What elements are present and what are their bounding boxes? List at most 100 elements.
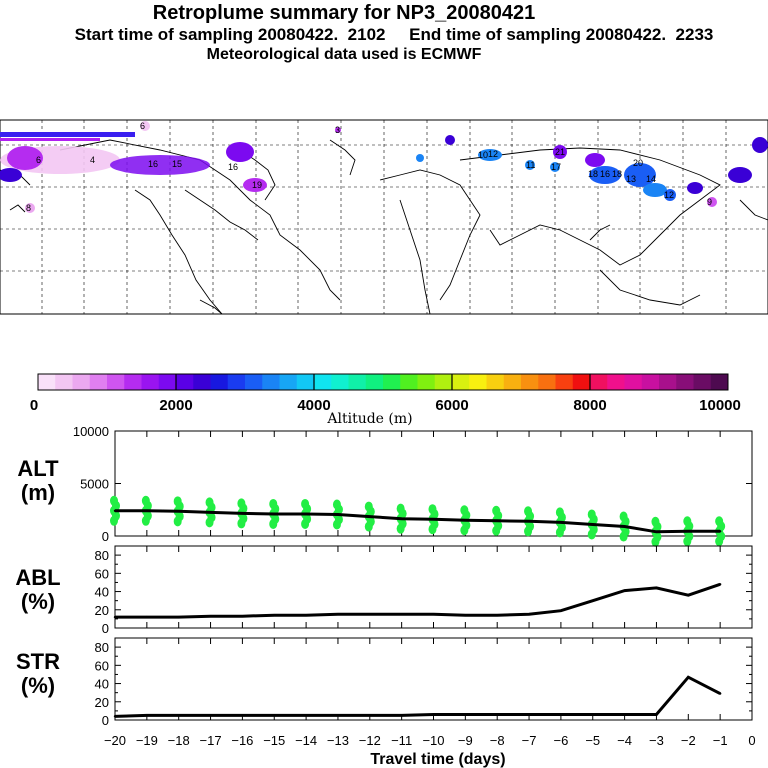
colorbar-cell — [555, 374, 574, 390]
x-tick-label: −17 — [200, 733, 222, 748]
colorbar-cell — [503, 374, 522, 390]
str-point — [496, 713, 499, 716]
y-tick-label: 80 — [95, 640, 109, 655]
plume-cluster-greenland — [226, 142, 254, 162]
x-tick-label: −18 — [168, 733, 190, 748]
plume-cluster-far-west — [0, 168, 22, 182]
plume-cluster-siberia — [478, 149, 502, 161]
colorbar-cell — [659, 374, 677, 390]
colorbar-cell — [262, 374, 280, 390]
plume-cluster-alaska — [7, 146, 43, 170]
plume-cluster-america — [110, 155, 210, 175]
colorbar-cell — [469, 374, 487, 390]
plume-label: 16 — [148, 159, 158, 169]
alt-point — [113, 509, 117, 512]
str-point — [623, 713, 626, 716]
plume-label: 11 — [526, 160, 535, 170]
alt-particle — [301, 518, 310, 529]
plume-track-top — [0, 132, 135, 137]
time-series-panels: 1000050000ALT(m)806040200ABL(%)806040200… — [15, 424, 753, 728]
colorbar-dividers — [175, 374, 591, 390]
panel-str: 80 60 40 20 0 STR(%) — [16, 637, 753, 728]
colorbar-cell — [141, 374, 160, 390]
panel-alt: 10000 5000 0 ALT(m) — [17, 424, 753, 547]
x-tick-label: −5 — [585, 733, 600, 748]
panel-unit: (%) — [21, 673, 55, 698]
colorbar-cell — [89, 374, 108, 390]
abl-point — [113, 615, 117, 619]
world-map: 6 4 16 15 16 6 8 19 10 12 11 17 21 18 16… — [0, 119, 768, 315]
plume-dot-1 — [445, 135, 455, 145]
x-tick-label: −3 — [649, 733, 664, 748]
x-tick-label: −11 — [391, 733, 412, 748]
colorbar-cell — [590, 374, 608, 390]
alt-point — [273, 512, 276, 516]
str-point — [273, 714, 276, 717]
alt-point — [209, 511, 212, 514]
alt-particle — [173, 516, 182, 527]
plume-label: 3 — [335, 125, 340, 135]
plume-label: 14 — [646, 174, 656, 184]
abl-point — [209, 614, 212, 618]
colorbar-cell — [434, 374, 453, 390]
alt-point — [336, 513, 340, 516]
str-point — [177, 714, 180, 717]
plume-label: 16 — [228, 162, 238, 172]
alt-point — [527, 520, 531, 523]
str-point — [400, 714, 403, 717]
panel-label: ALT — [17, 456, 59, 481]
plume-label: 8 — [26, 203, 31, 213]
colorbar-cell — [158, 374, 177, 390]
abl-point — [273, 614, 276, 617]
str-point — [209, 714, 212, 717]
str-point — [113, 715, 117, 718]
alt-particle — [141, 515, 150, 526]
y-tick-label: 60 — [95, 566, 109, 581]
abl-point — [432, 613, 435, 616]
plume-cluster-labrador — [243, 178, 267, 192]
colorbar-cell — [452, 374, 470, 390]
colorbar-cell — [331, 374, 349, 390]
plume-label: 13 — [626, 174, 636, 184]
x-tick-label: −16 — [231, 733, 253, 748]
abl-point — [496, 614, 499, 617]
str-point — [368, 714, 371, 717]
alt-particle — [555, 527, 564, 538]
x-axis-label: Travel time (days) — [370, 751, 505, 768]
abl-point — [687, 594, 690, 597]
x-tick-label: −20 — [104, 733, 126, 748]
plume-dot-5 — [553, 145, 567, 159]
abl-point — [400, 613, 403, 616]
y-tick-label: 40 — [95, 585, 109, 600]
plume-cluster-east-1 — [585, 153, 605, 167]
colorbar-tick: 4000 — [297, 397, 330, 414]
colorbar-cell — [314, 374, 332, 390]
plume-dot-8 — [25, 203, 35, 213]
colorbar-cell — [624, 374, 643, 390]
alt-particle — [492, 525, 501, 536]
plume-label: 18 — [588, 169, 598, 179]
panel-label: STR — [16, 649, 60, 674]
colorbar-cell — [296, 374, 315, 390]
plume-tracks — [0, 121, 768, 213]
colorbar-cell — [417, 374, 436, 390]
met-data-note: Meteorological data used is ECMWF — [206, 46, 482, 63]
plume-dot-9 — [707, 197, 717, 207]
colorbar-label: Altitude (m) — [326, 411, 412, 427]
alt-point — [177, 510, 180, 513]
altitude-colorbar: 0 2000 4000 6000 8000 10000 Altitude (m) — [30, 373, 741, 427]
colorbar-tick: 6000 — [435, 397, 468, 414]
y-tick-label: 20 — [95, 695, 109, 710]
abl-point — [241, 614, 244, 618]
alt-particle — [428, 524, 437, 535]
colorbar-cells — [38, 374, 729, 390]
x-tick-label: −13 — [327, 733, 349, 748]
colorbar-cell — [607, 374, 625, 390]
alt-particle — [651, 536, 660, 547]
colorbar-cell — [693, 374, 712, 390]
plume-track-top-2 — [0, 138, 100, 141]
y-tick-label: 60 — [95, 658, 109, 673]
plume-cluster-east-2 — [589, 166, 621, 184]
x-tick-label: 0 — [748, 733, 755, 748]
